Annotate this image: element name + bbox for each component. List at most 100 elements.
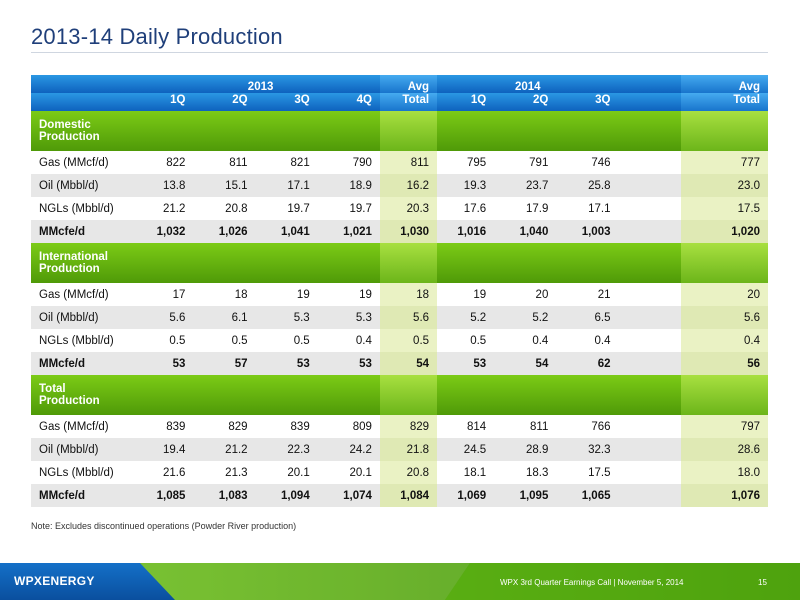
cell-2014: 766 (556, 415, 619, 438)
cell-2013: 1,021 (317, 220, 380, 243)
cell-avg-2014: 1,020 (680, 220, 768, 243)
cell-blank (618, 283, 681, 306)
section-filler (556, 243, 619, 283)
production-table: 2013 Avg 2014 Avg 1Q 2Q 3Q 4Q Total 1Q 2Q 3Q Total Do… (31, 75, 768, 507)
cell-avg-2014: 56 (680, 352, 768, 375)
logo-text: WPXENERGY (14, 574, 95, 588)
section-title-line1: Domestic (39, 119, 91, 131)
cell-2014: 17.5 (556, 461, 619, 484)
cell-2014: 24.5 (437, 438, 495, 461)
section-filler (255, 111, 318, 151)
footer-event-text: WPX 3rd Quarter Earnings Call | November… (500, 578, 684, 587)
section-title-line2: Production (39, 395, 100, 407)
cell-2014: 28.9 (494, 438, 557, 461)
row-label: Oil (Mbbl/d) (31, 306, 142, 329)
title-divider (31, 52, 768, 53)
wpx-logo: WPXENERGY (14, 574, 95, 588)
page-title: 2013-14 Daily Production (31, 24, 283, 49)
section-title: Total Production (31, 375, 142, 415)
section-title: Domestic Production (31, 111, 142, 151)
cell-2014: 0.5 (437, 329, 495, 352)
cell-2013: 0.5 (255, 329, 318, 352)
cell-2014: 17.6 (437, 197, 495, 220)
cell-2013: 1,041 (255, 220, 318, 243)
cell-avg-2013: 18 (379, 283, 438, 306)
cell-2013: 5.6 (141, 306, 194, 329)
section-filler (317, 243, 380, 283)
table-row: Gas (MMcf/d) 17 18 19 19 18 19 20 21 20 (31, 283, 768, 306)
cell-2014: 5.2 (494, 306, 557, 329)
section-filler-avg (379, 375, 438, 415)
section-header-row: Total Production (31, 375, 768, 415)
page-number: 15 (758, 578, 767, 587)
cell-blank (618, 438, 681, 461)
table-row: Oil (Mbbl/d) 19.4 21.2 22.3 24.2 21.8 24.5 28.9… (31, 438, 768, 461)
cell-avg-2013: 829 (379, 415, 438, 438)
header-blank-2014 (618, 75, 681, 93)
section-filler-avg (379, 111, 438, 151)
cell-2013: 24.2 (317, 438, 380, 461)
cell-avg-2014: 1,076 (680, 484, 768, 507)
cell-2014: 811 (494, 415, 557, 438)
cell-2013: 0.5 (193, 329, 256, 352)
cell-2013: 20.1 (255, 461, 318, 484)
cell-2013: 5.3 (317, 306, 380, 329)
cell-2013: 53 (317, 352, 380, 375)
cell-blank (618, 352, 681, 375)
row-label: Gas (MMcf/d) (31, 151, 142, 174)
cell-avg-2013: 5.6 (379, 306, 438, 329)
section-filler (193, 375, 256, 415)
section-filler-avg (379, 243, 438, 283)
cell-2013: 15.1 (193, 174, 256, 197)
section-title-line2: Production (39, 263, 100, 275)
section-title-line2: Production (39, 131, 100, 143)
cell-2014: 1,065 (556, 484, 619, 507)
header-total-2013: Total (379, 93, 438, 111)
cell-2014: 53 (437, 352, 495, 375)
cell-2014: 795 (437, 151, 495, 174)
cell-2014: 0.4 (494, 329, 557, 352)
cell-2013: 790 (317, 151, 380, 174)
cell-2013: 21.2 (193, 438, 256, 461)
footnote: Note: Excludes discontinued operations (… (31, 521, 297, 531)
header-quarter-2013: 3Q (255, 93, 318, 111)
section-filler (494, 375, 557, 415)
section-filler (556, 111, 619, 151)
cell-2013: 839 (141, 415, 194, 438)
cell-2013: 809 (317, 415, 380, 438)
section-filler (437, 243, 495, 283)
table-row: Gas (MMcf/d) 822 811 821 790 811 795 791 746 777 (31, 151, 768, 174)
header-blank (31, 93, 142, 111)
header-quarter-2013: 4Q (317, 93, 380, 111)
cell-2013: 17.1 (255, 174, 318, 197)
footer-background (0, 563, 800, 600)
section-filler (255, 243, 318, 283)
cell-avg-2014: 777 (680, 151, 768, 174)
cell-2013: 0.5 (141, 329, 194, 352)
cell-2014: 1,016 (437, 220, 495, 243)
section-filler (618, 111, 681, 151)
cell-2013: 57 (193, 352, 256, 375)
row-label: MMcfe/d (31, 352, 142, 375)
cell-blank (618, 151, 681, 174)
cell-avg-2014: 797 (680, 415, 768, 438)
cell-avg-2013: 811 (379, 151, 438, 174)
cell-avg-2013: 1,030 (379, 220, 438, 243)
cell-blank (618, 174, 681, 197)
cell-blank (618, 220, 681, 243)
section-filler (494, 111, 557, 151)
cell-2014: 20 (494, 283, 557, 306)
header-avg-2014: Avg (680, 75, 768, 93)
header-row-years: 2013 Avg 2014 Avg (31, 75, 768, 93)
cell-2013: 821 (255, 151, 318, 174)
row-label: Oil (Mbbl/d) (31, 438, 142, 461)
cell-2013: 13.8 (141, 174, 194, 197)
cell-2014: 62 (556, 352, 619, 375)
table-row: Oil (Mbbl/d) 5.6 6.1 5.3 5.3 5.6 5.2 5.2 6.5 5.6 (31, 306, 768, 329)
cell-2013: 0.4 (317, 329, 380, 352)
cell-2014: 1,069 (437, 484, 495, 507)
section-filler-avg (680, 375, 768, 415)
cell-2014: 23.7 (494, 174, 557, 197)
row-label: Oil (Mbbl/d) (31, 174, 142, 197)
section-title: International Production (31, 243, 142, 283)
